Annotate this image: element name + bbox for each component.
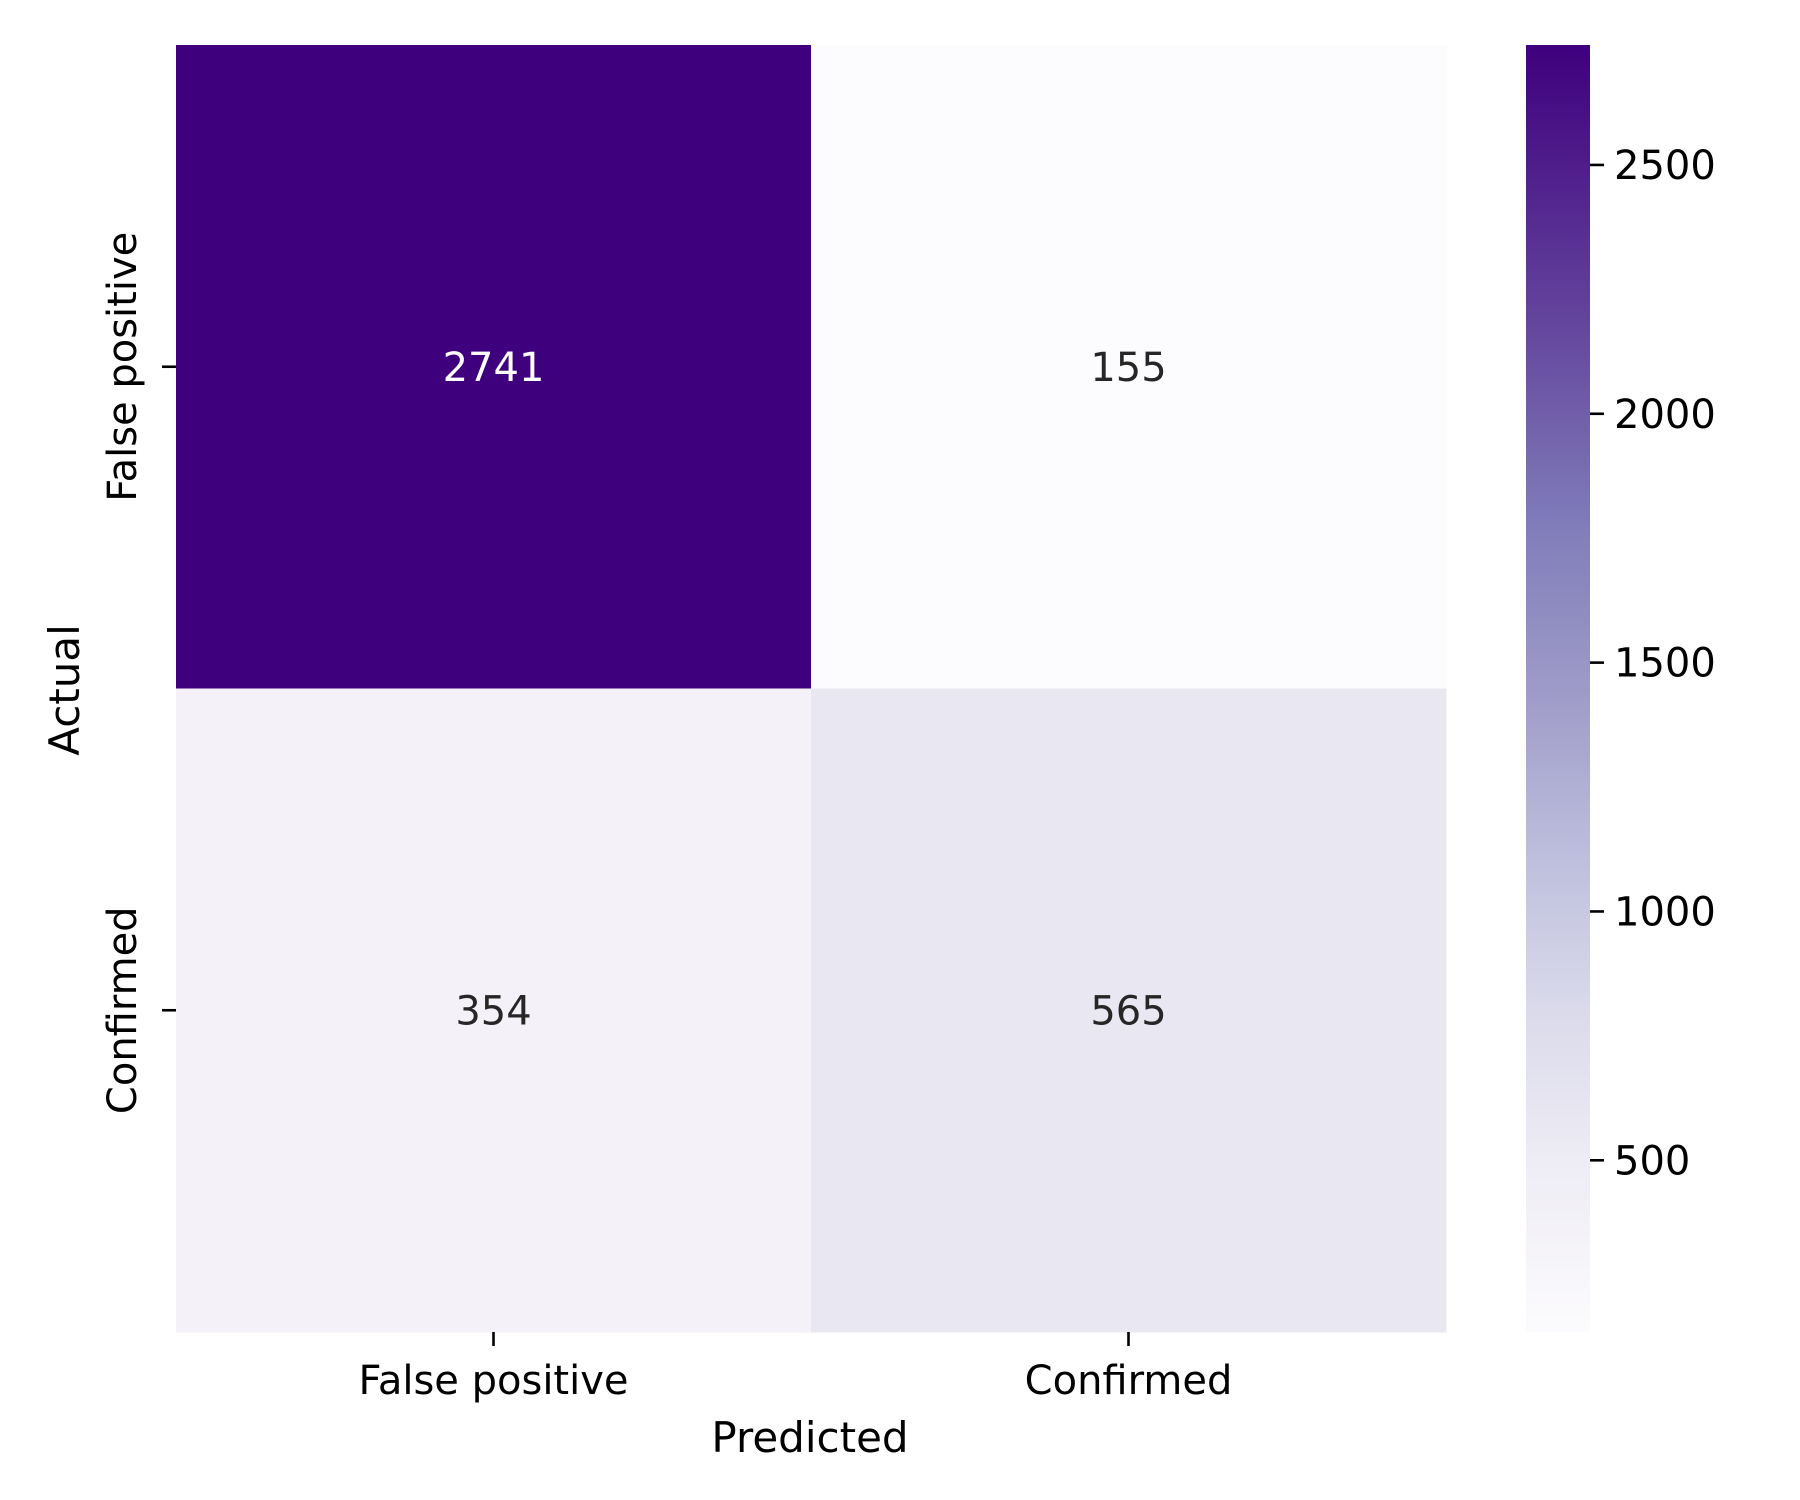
colorbar-tick-label: 2500 [1614, 143, 1716, 189]
cell-value-label: 2741 [443, 345, 545, 391]
y-axis: False positive Confirmed [100, 232, 176, 1114]
colorbar-tick-label: 2000 [1614, 392, 1716, 438]
colorbar-tick-label: 500 [1614, 1138, 1690, 1184]
heatmap-cell [176, 688, 812, 1333]
cell-value-label: 155 [1090, 345, 1166, 391]
x-tick-label: False positive [358, 1358, 628, 1404]
heatmap-cell [811, 688, 1447, 1333]
y-tick-label: False positive [100, 232, 146, 502]
x-axis: False positive Confirmed [358, 1332, 1232, 1404]
colorbar-tick-label: 1500 [1614, 641, 1716, 687]
x-axis-label: Predicted [711, 1413, 908, 1462]
colorbar-gradient [1526, 45, 1590, 1332]
heatmap-cell [811, 45, 1447, 689]
colorbar: 500 1000 1500 2000 2500 [1526, 45, 1716, 1332]
heatmap-cells [176, 45, 1447, 1333]
x-tick-label: Confirmed [1025, 1358, 1233, 1404]
heatmap-cell-labels: 2741 155 354 565 [443, 345, 1167, 1035]
heatmap-cell [176, 45, 812, 689]
y-tick-label: Confirmed [100, 906, 146, 1114]
colorbar-ticks: 500 1000 1500 2000 2500 [1590, 143, 1716, 1184]
cell-value-label: 354 [455, 988, 531, 1034]
cell-value-label: 565 [1090, 988, 1166, 1034]
colorbar-tick-label: 1000 [1614, 889, 1716, 935]
y-axis-label: Actual [40, 624, 89, 756]
